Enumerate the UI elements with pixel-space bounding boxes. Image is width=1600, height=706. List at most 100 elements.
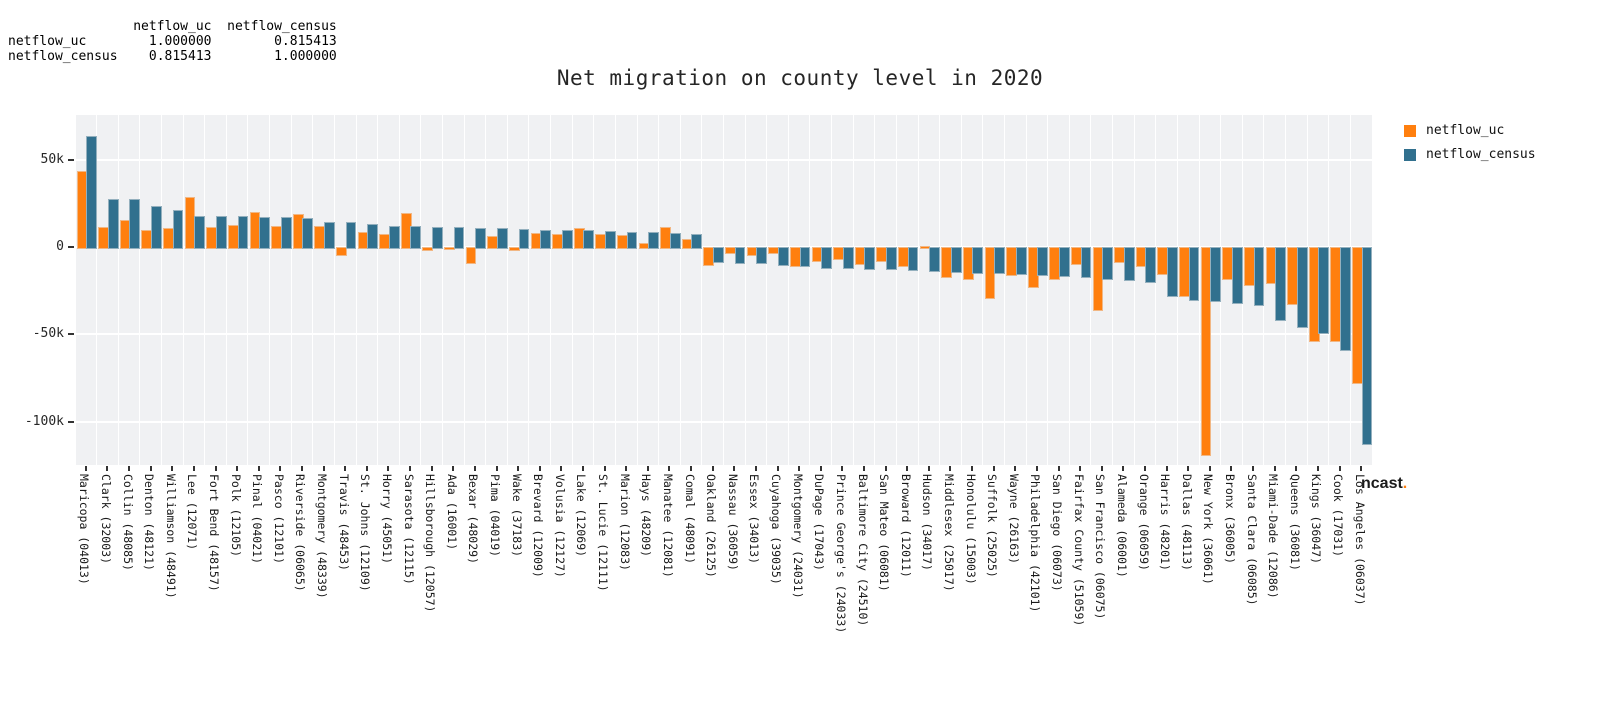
x-tick-label: Hillsborough (12057) bbox=[423, 474, 438, 613]
vertical-gridline bbox=[895, 115, 897, 465]
bar-netflow_census bbox=[842, 247, 854, 270]
vertical-gridline bbox=[139, 115, 141, 465]
bar-netflow_census bbox=[410, 226, 422, 249]
vertical-gridline bbox=[398, 115, 400, 465]
legend-entry: netflow_uc bbox=[1404, 123, 1536, 138]
x-tick-mark bbox=[1338, 466, 1341, 471]
vertical-gridline bbox=[377, 115, 379, 465]
x-tick-label: Montgomery (48339) bbox=[315, 474, 330, 599]
x-tick-mark bbox=[949, 466, 952, 471]
x-tick-mark bbox=[668, 466, 671, 471]
bar-netflow_census bbox=[151, 206, 162, 249]
x-tick-mark bbox=[171, 466, 174, 471]
x-tick-label: Williamson (48491) bbox=[163, 474, 178, 599]
x-tick-mark bbox=[1014, 466, 1017, 471]
vertical-gridline bbox=[852, 115, 854, 465]
vertical-gridline bbox=[723, 115, 724, 465]
y-tick-mark bbox=[68, 420, 74, 423]
bar-netflow_census bbox=[1361, 247, 1373, 445]
bar-netflow_census bbox=[388, 226, 400, 249]
brand-watermark: ncast. bbox=[1361, 475, 1407, 493]
x-tick-label: Pinal (04021) bbox=[250, 474, 265, 565]
bar-netflow_census bbox=[1210, 247, 1222, 302]
vertical-gridline bbox=[160, 115, 162, 465]
x-tick-mark bbox=[992, 466, 995, 471]
bar-netflow_census bbox=[259, 216, 270, 249]
x-tick-mark bbox=[1295, 466, 1298, 471]
x-tick-label: Marion (12083) bbox=[617, 474, 632, 571]
bar-netflow_uc bbox=[1200, 247, 1212, 457]
vertical-gridline bbox=[917, 115, 919, 465]
bar-netflow_census bbox=[1188, 247, 1200, 301]
vertical-gridline bbox=[658, 115, 660, 465]
bar-netflow_census bbox=[129, 199, 141, 249]
vertical-gridline bbox=[744, 115, 746, 465]
bar-netflow_census bbox=[496, 228, 508, 249]
vertical-gridline bbox=[960, 115, 962, 465]
bar-netflow_census bbox=[907, 247, 919, 272]
x-tick-label: Maricopa (04013) bbox=[77, 474, 92, 585]
x-tick-mark bbox=[841, 466, 844, 471]
legend: netflow_uc netflow_census bbox=[1404, 123, 1536, 171]
x-tick-label: Wayne (26163) bbox=[1006, 474, 1021, 565]
bar-netflow_census bbox=[626, 231, 638, 249]
bar-netflow_census bbox=[821, 247, 832, 269]
x-tick-label: Clark (32003) bbox=[98, 474, 113, 565]
x-tick-label: Suffolk (25025) bbox=[985, 474, 1000, 578]
vertical-gridline bbox=[787, 115, 789, 465]
x-tick-label: Brevard (12009) bbox=[531, 474, 546, 578]
bar-netflow_census bbox=[1145, 247, 1157, 283]
x-tick-mark bbox=[149, 466, 152, 471]
vertical-gridline bbox=[1047, 115, 1049, 465]
x-tick-label: Bexar (48029) bbox=[466, 474, 481, 565]
horizontal-gridline bbox=[75, 420, 1372, 423]
x-tick-label: Philadelphia (42101) bbox=[1028, 474, 1043, 613]
bar-netflow_census bbox=[1102, 247, 1113, 281]
bar-netflow_census bbox=[345, 222, 357, 249]
x-tick-mark bbox=[1230, 466, 1233, 471]
bar-netflow_census bbox=[107, 198, 119, 249]
bar-netflow_census bbox=[172, 209, 184, 249]
x-tick-label: San Mateo (06081) bbox=[877, 474, 892, 592]
x-tick-mark bbox=[646, 466, 649, 471]
x-tick-label: Los Angeles (06037) bbox=[1352, 474, 1367, 606]
bar-netflow_census bbox=[799, 247, 811, 267]
x-tick-label: New York (36061) bbox=[1201, 474, 1216, 585]
x-tick-mark bbox=[192, 466, 195, 471]
x-tick-label: St. Johns (12109) bbox=[358, 474, 373, 592]
bar-netflow_census bbox=[86, 136, 97, 249]
x-tick-label: Oakland (26125) bbox=[704, 474, 719, 578]
vertical-gridline bbox=[809, 115, 811, 465]
x-tick-label: Lee (12071) bbox=[185, 474, 200, 551]
bar-netflow_census bbox=[540, 229, 551, 249]
x-tick-label: Santa Clara (06085) bbox=[1244, 474, 1259, 606]
x-tick-mark bbox=[1144, 466, 1147, 471]
x-tick-mark bbox=[452, 466, 455, 471]
bar-netflow_census bbox=[972, 247, 984, 274]
x-tick-mark bbox=[711, 466, 714, 471]
chart-title: Net migration on county level in 2020 bbox=[556, 66, 1044, 90]
vertical-gridline bbox=[831, 115, 833, 465]
vertical-gridline bbox=[679, 115, 681, 465]
x-tick-mark bbox=[495, 466, 498, 471]
vertical-gridline bbox=[312, 115, 314, 465]
vertical-gridline bbox=[506, 115, 508, 465]
bar-netflow_census bbox=[194, 215, 206, 249]
vertical-gridline bbox=[1025, 115, 1027, 465]
bar-netflow_census bbox=[777, 247, 789, 267]
x-tick-mark bbox=[1252, 466, 1255, 471]
x-tick-label: Hays (48209) bbox=[639, 474, 654, 558]
vertical-gridline bbox=[420, 115, 422, 465]
vertical-gridline bbox=[1133, 115, 1135, 465]
bar-netflow_census bbox=[994, 247, 1005, 274]
x-tick-mark bbox=[344, 466, 347, 471]
bar-netflow_census bbox=[561, 229, 573, 249]
x-tick-label: Queens (36081) bbox=[1287, 474, 1302, 571]
x-tick-mark bbox=[927, 466, 930, 471]
bar-netflow_census bbox=[237, 216, 249, 249]
x-tick-label: Manatee (12081) bbox=[660, 474, 675, 578]
x-tick-label: Essex (34013) bbox=[747, 474, 762, 565]
x-tick-label: Pasco (12101) bbox=[271, 474, 286, 565]
vertical-gridline bbox=[74, 115, 76, 465]
bar-netflow_census bbox=[475, 227, 487, 249]
